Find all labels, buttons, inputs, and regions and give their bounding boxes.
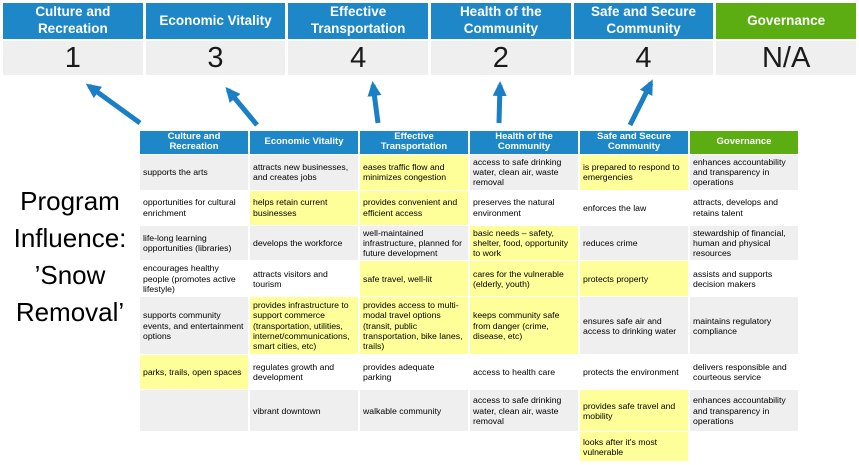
- arrow-lines: [85, 79, 654, 127]
- matrix-cell-r2-c3: provides convenient and efficient access: [360, 190, 470, 226]
- matrix-cell-r7-c1: [140, 390, 250, 433]
- matrix-row-3: life-long learning opportunities (librar…: [140, 225, 800, 262]
- matrix-cell-r8-c6: [690, 432, 800, 463]
- matrix-cell-r5-c1: supports community events, and entertain…: [140, 297, 250, 356]
- matrix-cell-r1-c3: eases traffic flow and minimizes congest…: [360, 154, 470, 191]
- matrix-cell-r8-c2: [250, 432, 360, 463]
- category-cell-governance: Governance: [716, 3, 856, 39]
- matrix-cell-r5-c6: maintains regulatory compliance: [690, 297, 800, 356]
- matrix-cell-r8-c4: [470, 432, 580, 463]
- matrix-row-1: supports the arts attracts new businesses…: [140, 154, 800, 191]
- matrix-cell-r1-c5: is prepared to respond to emergencies: [580, 154, 690, 191]
- matrix-cell-r5-c4: keeps community safe from danger (crime,…: [470, 297, 580, 356]
- matrix-header-governance: Governance: [690, 131, 800, 155]
- matrix-cell-r3-c2: develops the workforce: [250, 225, 360, 262]
- score-row: 1 3 4 2 4 N/A: [3, 41, 856, 75]
- matrix-cell-r2-c6: attracts, develops and retains talent: [690, 190, 800, 226]
- category-cell-health-of-the-community: Health of the Community: [431, 3, 571, 39]
- matrix-cell-r1-c1: supports the arts: [140, 154, 250, 191]
- score-value-governance: N/A: [716, 41, 856, 75]
- influence-arrow-2: [225, 86, 259, 127]
- matrix-cell-r1-c4: access to safe drinking water, clean air…: [470, 154, 580, 191]
- matrix-cell-r4-c4: cares for the vulnerable (elderly, youth…: [470, 261, 580, 298]
- matrix-header-economic-vitality: Economic Vitality: [250, 131, 360, 155]
- matrix-cell-r7-c2: vibrant downtown: [250, 390, 360, 433]
- matrix-cell-r7-c4: access to safe drinking water, clean air…: [470, 390, 580, 433]
- matrix-cell-r8-c5: looks after it's most vulnerable: [580, 432, 690, 463]
- matrix-row-2: opportunities for cultural enrichment hel…: [140, 190, 800, 226]
- category-cell-effective-transportation: Effective Transportation: [288, 3, 428, 39]
- matrix-cell-r3-c4: basic needs – safety, shelter, food, opp…: [470, 225, 580, 262]
- score-value-effective-transportation: 4: [288, 41, 428, 75]
- category-cell-culture-and-recreation: Culture and Recreation: [3, 3, 143, 39]
- category-cell-economic-vitality: Economic Vitality: [145, 3, 286, 39]
- matrix-wrap: Culture and Recreation Economic Vitality E…: [140, 131, 800, 463]
- matrix-cell-r2-c5: enforces the law: [580, 190, 690, 226]
- matrix-body: supports the arts attracts new businesses…: [140, 154, 800, 463]
- matrix-header-effective-transportation: Effective Transportation: [360, 131, 470, 155]
- matrix-cell-r5-c2: provides infrastructure to support comme…: [250, 297, 360, 356]
- matrix-cell-r3-c3: well-maintained infrastructure, planned …: [360, 225, 470, 262]
- score-value-safe-and-secure-community: 4: [573, 41, 714, 75]
- matrix-cell-r4-c5: protects property: [580, 261, 690, 298]
- matrix-cell-r3-c6: stewardship of financial, human and phys…: [690, 225, 800, 262]
- score-value-health-of-the-community: 2: [431, 41, 571, 75]
- matrix-row-4: encourages healthy people (promotes acti…: [140, 261, 800, 298]
- matrix-table: Culture and Recreation Economic Vitality E…: [140, 131, 800, 463]
- matrix-header-culture-and-recreation: Culture and Recreation: [140, 131, 250, 155]
- category-cell-safe-and-secure-community: Safe and Secure Community: [573, 3, 714, 39]
- matrix-cell-r4-c2: attracts visitors and tourism: [250, 261, 360, 298]
- matrix-row-5: supports community events, and entertain…: [140, 297, 800, 356]
- score-value-culture-and-recreation: 1: [3, 41, 143, 75]
- matrix-row-6: parks, trails, open spaces regulates grow…: [140, 355, 800, 391]
- influence-arrow-4: [492, 81, 507, 124]
- matrix-cell-r6-c6: delivers responsible and courteous servi…: [690, 355, 800, 391]
- matrix-cell-r7-c5: provides safe travel and mobility: [580, 390, 690, 433]
- matrix-cell-r6-c5: protects the environment: [580, 355, 690, 391]
- matrix-cell-r6-c1: parks, trails, open spaces: [140, 355, 250, 391]
- matrix-cell-r2-c2: helps retain current businesses: [250, 190, 360, 226]
- matrix-cell-r4-c1: encourages healthy people (promotes acti…: [140, 261, 250, 298]
- matrix-cell-r6-c3: provides adequate parking: [360, 355, 470, 391]
- influence-arrows: [85, 79, 654, 127]
- page-title: Program Influence: ’Snow Removal’: [13, 186, 127, 327]
- matrix-cell-r3-c5: reduces crime: [580, 225, 690, 262]
- matrix-cell-r3-c1: life-long learning opportunities (librar…: [140, 225, 250, 262]
- matrix-row-7: vibrant downtown walkable community access…: [140, 390, 800, 433]
- category-row: Culture and Recreation Economic Vitality E…: [3, 3, 856, 39]
- influence-arrow-5: [627, 79, 654, 127]
- matrix-cell-r8-c3: [360, 432, 470, 463]
- matrix-cell-r1-c2: attracts new businesses, and creates job…: [250, 154, 360, 191]
- influence-arrow-3: [367, 81, 382, 124]
- matrix-cell-r7-c6: enhances accountability and transparency…: [690, 390, 800, 433]
- score-value-economic-vitality: 3: [145, 41, 286, 75]
- matrix-header-safe-and-secure-community: Safe and Secure Community: [580, 131, 690, 155]
- matrix-cell-r6-c4: access to health care: [470, 355, 580, 391]
- matrix-header-health-of-the-community: Health of the Community: [470, 131, 580, 155]
- matrix-cell-r5-c5: ensures safe air and access to drinking …: [580, 297, 690, 356]
- matrix-cell-r7-c3: walkable community: [360, 390, 470, 433]
- matrix-cell-r2-c4: preserves the natural environment: [470, 190, 580, 226]
- matrix-cell-r2-c1: opportunities for cultural enrichment: [140, 190, 250, 226]
- matrix-cell-r4-c3: safe travel, well-lit: [360, 261, 470, 298]
- matrix-row-8: looks after it's most vulnerable: [140, 432, 800, 463]
- matrix-cell-r8-c1: [140, 432, 250, 463]
- category-score-band: Culture and Recreation Economic Vitality E…: [3, 3, 856, 75]
- matrix-cell-r1-c6: enhances accountability and transparency…: [690, 154, 800, 191]
- matrix-cell-r6-c2: regulates growth and development: [250, 355, 360, 391]
- matrix-header-row: Culture and Recreation Economic Vitality E…: [140, 131, 800, 155]
- matrix-cell-r4-c6: assists and supports decision makers: [690, 261, 800, 298]
- matrix-header: Culture and Recreation Economic Vitality E…: [140, 131, 800, 155]
- influence-arrow-1: [85, 83, 142, 126]
- matrix-cell-r5-c3: provides access to multi-modal travel op…: [360, 297, 470, 356]
